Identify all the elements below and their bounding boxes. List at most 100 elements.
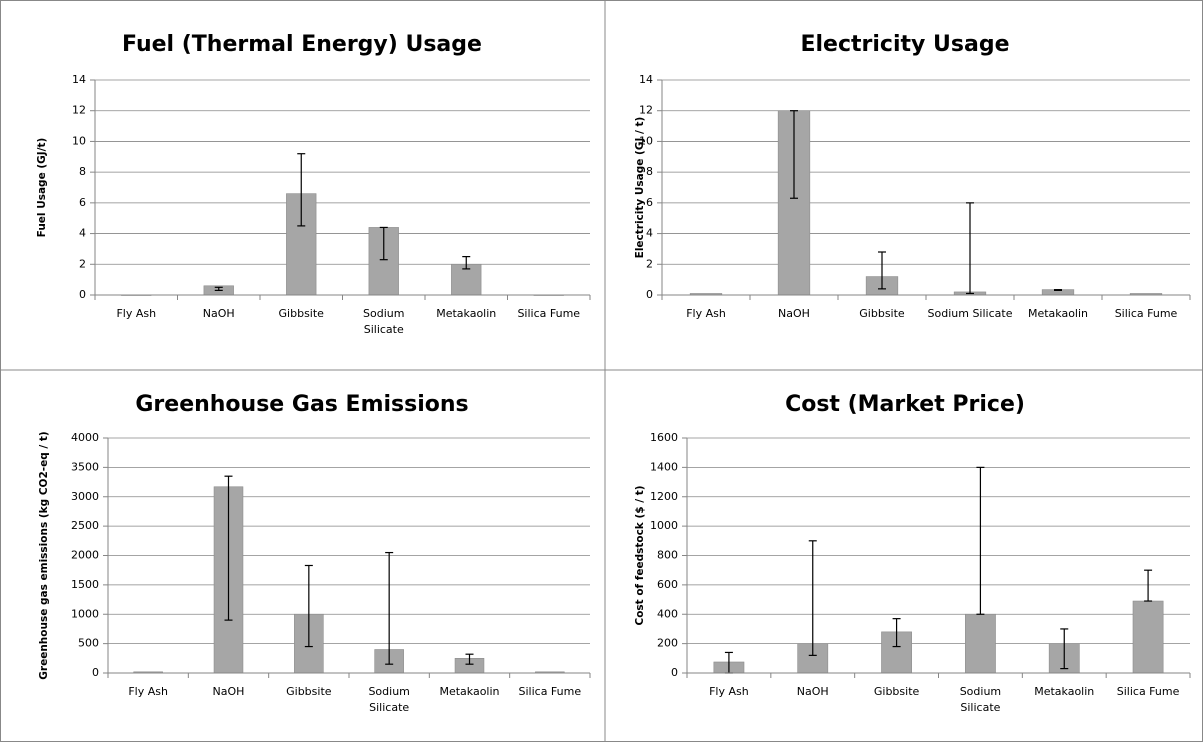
error-bar: [214, 286, 223, 291]
x-label-box: Metakaolin: [1034, 685, 1095, 698]
y-tick-label: 8: [646, 165, 653, 178]
y-tick-label: 1000: [71, 607, 99, 620]
chart-title: Electricity Usage: [800, 32, 1009, 57]
x-tick-label: Silica Fume: [518, 685, 582, 698]
x-label-box: Sodium Silicate: [363, 307, 405, 336]
error-bar: [224, 475, 233, 621]
y-tick-label: 6: [79, 196, 86, 209]
y-tick-label: 0: [92, 666, 99, 679]
x-label-box: Gibbsite: [859, 307, 905, 320]
x-tick-label: Gibbsite: [286, 685, 332, 698]
x-tick-label: Gibbsite: [873, 685, 920, 698]
x-label-box: Silica Fume: [1114, 307, 1178, 320]
x-tick-label: NaOH: [778, 307, 810, 320]
x-tick-label: Sodium Silicate: [959, 685, 1002, 714]
y-tick-label: 1200: [650, 490, 678, 503]
x-tick-label: Gibbsite: [859, 307, 905, 320]
x-label-box: Silica Fume: [518, 685, 582, 698]
error-bar: [1144, 569, 1153, 602]
x-label-box: Sodium Silicate: [959, 685, 1002, 714]
bar: [777, 110, 811, 296]
y-axis-label: Cost of feedstock ($ / t): [634, 485, 646, 625]
x-tick-label: Metakaolin: [1027, 307, 1089, 320]
y-tick-label: 2000: [71, 549, 99, 562]
chart-title: Greenhouse Gas Emissions: [135, 392, 468, 417]
x-label-box: Gibbsite: [286, 685, 332, 698]
x-tick-label: NaOH: [212, 685, 245, 698]
x-label-box: Fly Ash: [116, 307, 157, 320]
y-tick-label: 400: [657, 607, 678, 620]
error-bar: [379, 226, 388, 261]
x-tick-label: Fly Ash: [709, 685, 749, 698]
error-bar: [878, 251, 886, 290]
y-tick-label: 0: [79, 288, 86, 301]
y-tick-label: 0: [646, 288, 653, 301]
y-axis-label: Electricity Usage (GJ / t): [634, 117, 646, 259]
y-tick-label: 2500: [71, 519, 99, 532]
error-bar: [976, 466, 985, 615]
y-tick-label: 200: [657, 637, 678, 650]
y-tick-label: 4000: [71, 431, 99, 444]
chart-title: Cost (Market Price): [785, 392, 1025, 417]
x-label-box: Sodium Silicate: [927, 307, 1013, 320]
x-label-box: Gibbsite: [278, 307, 324, 320]
error-bar: [304, 564, 313, 648]
y-tick-label: 1000: [650, 519, 678, 532]
x-tick-label: Silica Fume: [1116, 685, 1180, 698]
error-bar: [1060, 628, 1069, 670]
x-label-box: NaOH: [212, 685, 245, 698]
y-tick-label: 0: [671, 666, 678, 679]
y-tick-label: 4: [79, 227, 86, 240]
y-axis-label: Greenhouse gas emissions (kg CO2-eq / t): [38, 431, 50, 679]
x-label-box: Fly Ash: [686, 307, 726, 320]
x-tick-label: Sodium Silicate: [368, 685, 410, 714]
error-bar: [385, 551, 394, 665]
error-bar: [808, 540, 817, 656]
x-label-box: Gibbsite: [873, 685, 920, 698]
y-tick-label: 500: [78, 637, 99, 650]
x-tick-label: NaOH: [202, 307, 235, 320]
y-axis-label: Fuel Usage (GJ/t): [36, 138, 48, 238]
x-tick-label: Metakaolin: [436, 307, 497, 320]
y-tick-label: 2: [646, 257, 653, 270]
x-tick-label: Sodium Silicate: [927, 307, 1013, 320]
y-tick-label: 6: [646, 196, 653, 209]
x-tick-label: Silica Fume: [1114, 307, 1178, 320]
x-tick-label: Sodium Silicate: [363, 307, 405, 336]
y-tick-label: 10: [72, 134, 86, 147]
y-tick-label: 14: [639, 73, 653, 86]
y-tick-label: 1600: [650, 431, 678, 444]
x-label-box: NaOH: [778, 307, 810, 320]
y-tick-label: 1500: [71, 578, 99, 591]
y-tick-label: 4: [646, 227, 653, 240]
x-label-box: NaOH: [202, 307, 235, 320]
x-tick-label: Silica Fume: [517, 307, 581, 320]
y-tick-label: 800: [657, 549, 678, 562]
error-bar: [892, 618, 901, 648]
error-bar: [966, 202, 974, 295]
y-tick-label: 8: [79, 165, 86, 178]
x-label-box: Metakaolin: [1027, 307, 1089, 320]
x-label-box: Silica Fume: [1116, 685, 1180, 698]
y-tick-label: 2: [79, 257, 86, 270]
error-bar: [297, 153, 306, 227]
x-tick-label: Fly Ash: [686, 307, 726, 320]
x-tick-label: NaOH: [796, 685, 829, 698]
y-tick-label: 12: [639, 104, 653, 117]
x-tick-label: Gibbsite: [278, 307, 324, 320]
bar: [1132, 600, 1164, 674]
x-label-box: Metakaolin: [436, 307, 497, 320]
error-bar: [465, 653, 474, 665]
x-label-box: Fly Ash: [128, 685, 168, 698]
y-tick-label: 3500: [71, 460, 99, 473]
y-tick-label: 12: [72, 104, 86, 117]
error-bar: [1054, 289, 1062, 291]
x-tick-label: Metakaolin: [1034, 685, 1095, 698]
x-tick-label: Fly Ash: [116, 307, 157, 320]
x-label-box: Fly Ash: [709, 685, 749, 698]
x-tick-label: Metakaolin: [439, 685, 500, 698]
x-label-box: Metakaolin: [439, 685, 500, 698]
